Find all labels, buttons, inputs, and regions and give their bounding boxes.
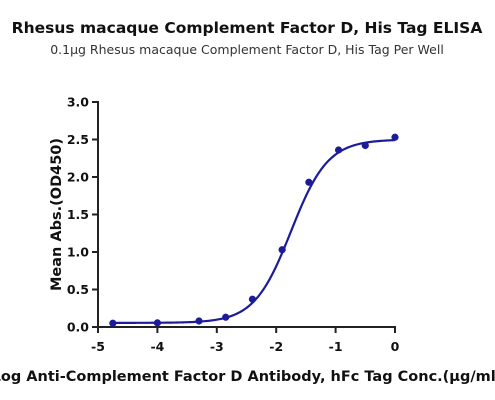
data-point: [109, 319, 117, 327]
y-tick-label: 2.5: [67, 132, 89, 147]
data-points: [109, 133, 399, 327]
data-point: [305, 178, 313, 186]
y-tick-label: 2.0: [67, 170, 89, 185]
y-tick-label: 1.0: [67, 245, 89, 260]
data-point: [391, 133, 399, 141]
x-tick-label: -3: [210, 339, 224, 354]
data-point: [222, 313, 230, 321]
chart-title: Rhesus macaque Complement Factor D, His …: [12, 19, 483, 37]
chart-subtitle: 0.1μg Rhesus macaque Complement Factor D…: [50, 42, 444, 57]
x-axis-ticks: -5 -4 -3 -2 -1 0: [91, 327, 400, 354]
fit-curve: [112, 139, 396, 324]
data-point: [195, 317, 203, 325]
x-axis-label: Log Anti-Complement Factor D Antibody, h…: [0, 369, 495, 385]
x-tick-label: -2: [269, 339, 283, 354]
data-point: [278, 246, 286, 254]
y-axis-ticks: 0.0 0.5 1.0 1.5 2.0 2.5 3.0: [67, 95, 98, 335]
y-axis-label: Mean Abs.(OD450): [49, 138, 65, 291]
y-tick-label: 0.5: [67, 282, 89, 297]
x-tick-label: 0: [391, 339, 400, 354]
x-tick-label: -1: [329, 339, 343, 354]
x-tick-label: -4: [150, 339, 164, 354]
data-point: [361, 141, 369, 150]
y-tick-label: 0.0: [67, 320, 89, 335]
y-tick-label: 3.0: [67, 95, 89, 110]
x-tick-label: -5: [91, 339, 105, 354]
data-point: [248, 295, 257, 303]
y-tick-label: 1.5: [67, 207, 89, 222]
data-point: [334, 146, 343, 154]
plot-area: 0.0 0.5 1.0 1.5 2.0 2.5 3.0 -5 -4 -3 -2 -1 0: [67, 95, 400, 355]
data-point: [153, 319, 161, 327]
